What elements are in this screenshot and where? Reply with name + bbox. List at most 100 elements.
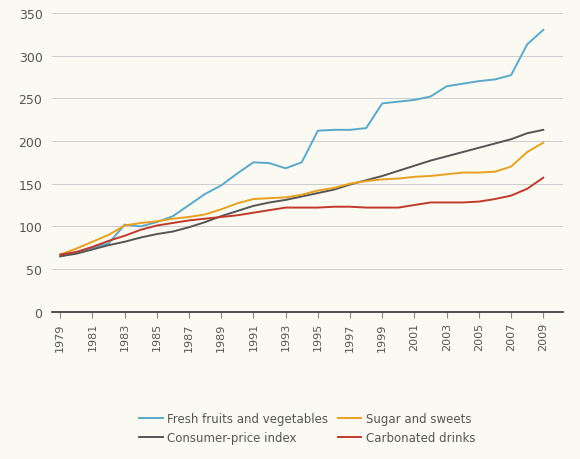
- Carbonated drinks: [73, 250, 80, 255]
- Carbonated drinks: [362, 205, 369, 211]
- Fresh fruits and vegetables: [137, 224, 144, 230]
- Fresh fruits and vegetables: [443, 84, 450, 90]
- Sugar and sweets: [169, 217, 176, 222]
- Carbonated drinks: [202, 217, 209, 222]
- Fresh fruits and vegetables: [459, 82, 466, 87]
- Consumer-price index: [57, 254, 64, 259]
- Carbonated drinks: [137, 228, 144, 233]
- Sugar and sweets: [137, 221, 144, 226]
- Fresh fruits and vegetables: [379, 101, 386, 107]
- Consumer-price index: [379, 174, 386, 179]
- Carbonated drinks: [508, 193, 514, 199]
- Sugar and sweets: [266, 196, 273, 202]
- Consumer-price index: [153, 232, 160, 237]
- Consumer-price index: [298, 194, 305, 200]
- Carbonated drinks: [443, 200, 450, 206]
- Sugar and sweets: [121, 223, 128, 229]
- Consumer-price index: [186, 225, 193, 230]
- Carbonated drinks: [459, 200, 466, 206]
- Fresh fruits and vegetables: [250, 160, 257, 166]
- Sugar and sweets: [524, 150, 531, 156]
- Carbonated drinks: [476, 199, 483, 205]
- Legend: Fresh fruits and vegetables, Consumer-price index, Sugar and sweets, Carbonated : Fresh fruits and vegetables, Consumer-pr…: [135, 408, 480, 449]
- Consumer-price index: [508, 137, 514, 143]
- Carbonated drinks: [298, 205, 305, 211]
- Consumer-price index: [314, 191, 321, 196]
- Sugar and sweets: [282, 195, 289, 201]
- Consumer-price index: [395, 169, 402, 174]
- Consumer-price index: [491, 141, 498, 147]
- Carbonated drinks: [153, 223, 160, 229]
- Fresh fruits and vegetables: [524, 43, 531, 48]
- Sugar and sweets: [218, 207, 224, 213]
- Fresh fruits and vegetables: [491, 78, 498, 83]
- Fresh fruits and vegetables: [411, 98, 418, 103]
- Carbonated drinks: [540, 175, 547, 181]
- Carbonated drinks: [234, 213, 241, 218]
- Consumer-price index: [282, 198, 289, 203]
- Sugar and sweets: [476, 170, 483, 176]
- Sugar and sweets: [459, 170, 466, 176]
- Carbonated drinks: [121, 234, 128, 239]
- Carbonated drinks: [186, 218, 193, 224]
- Sugar and sweets: [508, 164, 514, 170]
- Consumer-price index: [218, 214, 224, 219]
- Fresh fruits and vegetables: [427, 95, 434, 100]
- Carbonated drinks: [89, 245, 96, 250]
- Fresh fruits and vegetables: [202, 192, 209, 197]
- Carbonated drinks: [169, 221, 176, 226]
- Carbonated drinks: [379, 205, 386, 211]
- Consumer-price index: [331, 187, 338, 193]
- Carbonated drinks: [57, 252, 64, 258]
- Sugar and sweets: [427, 174, 434, 179]
- Fresh fruits and vegetables: [298, 160, 305, 166]
- Fresh fruits and vegetables: [540, 28, 547, 34]
- Sugar and sweets: [314, 188, 321, 194]
- Carbonated drinks: [314, 205, 321, 211]
- Consumer-price index: [411, 163, 418, 169]
- Sugar and sweets: [57, 252, 64, 258]
- Fresh fruits and vegetables: [73, 250, 80, 255]
- Fresh fruits and vegetables: [282, 166, 289, 172]
- Consumer-price index: [427, 158, 434, 164]
- Carbonated drinks: [427, 200, 434, 206]
- Consumer-price index: [443, 154, 450, 160]
- Consumer-price index: [234, 209, 241, 214]
- Carbonated drinks: [105, 239, 112, 244]
- Consumer-price index: [89, 247, 96, 252]
- Fresh fruits and vegetables: [121, 223, 128, 228]
- Sugar and sweets: [202, 212, 209, 218]
- Consumer-price index: [347, 182, 354, 188]
- Sugar and sweets: [331, 186, 338, 191]
- Fresh fruits and vegetables: [331, 128, 338, 133]
- Sugar and sweets: [362, 179, 369, 185]
- Consumer-price index: [121, 240, 128, 245]
- Consumer-price index: [362, 178, 369, 184]
- Consumer-price index: [105, 243, 112, 248]
- Consumer-price index: [73, 252, 80, 257]
- Consumer-price index: [266, 200, 273, 206]
- Line: Carbonated drinks: Carbonated drinks: [60, 178, 543, 255]
- Sugar and sweets: [105, 233, 112, 238]
- Sugar and sweets: [443, 172, 450, 178]
- Sugar and sweets: [491, 169, 498, 175]
- Consumer-price index: [202, 220, 209, 225]
- Carbonated drinks: [395, 205, 402, 211]
- Fresh fruits and vegetables: [362, 126, 369, 132]
- Line: Consumer-price index: Consumer-price index: [60, 130, 543, 257]
- Sugar and sweets: [234, 201, 241, 207]
- Fresh fruits and vegetables: [105, 241, 112, 246]
- Consumer-price index: [459, 150, 466, 156]
- Consumer-price index: [524, 131, 531, 137]
- Carbonated drinks: [218, 215, 224, 220]
- Sugar and sweets: [298, 193, 305, 198]
- Sugar and sweets: [395, 176, 402, 182]
- Carbonated drinks: [524, 187, 531, 192]
- Sugar and sweets: [379, 177, 386, 183]
- Carbonated drinks: [491, 197, 498, 202]
- Fresh fruits and vegetables: [186, 203, 193, 208]
- Fresh fruits and vegetables: [314, 129, 321, 134]
- Fresh fruits and vegetables: [347, 128, 354, 133]
- Sugar and sweets: [153, 219, 160, 224]
- Fresh fruits and vegetables: [508, 73, 514, 79]
